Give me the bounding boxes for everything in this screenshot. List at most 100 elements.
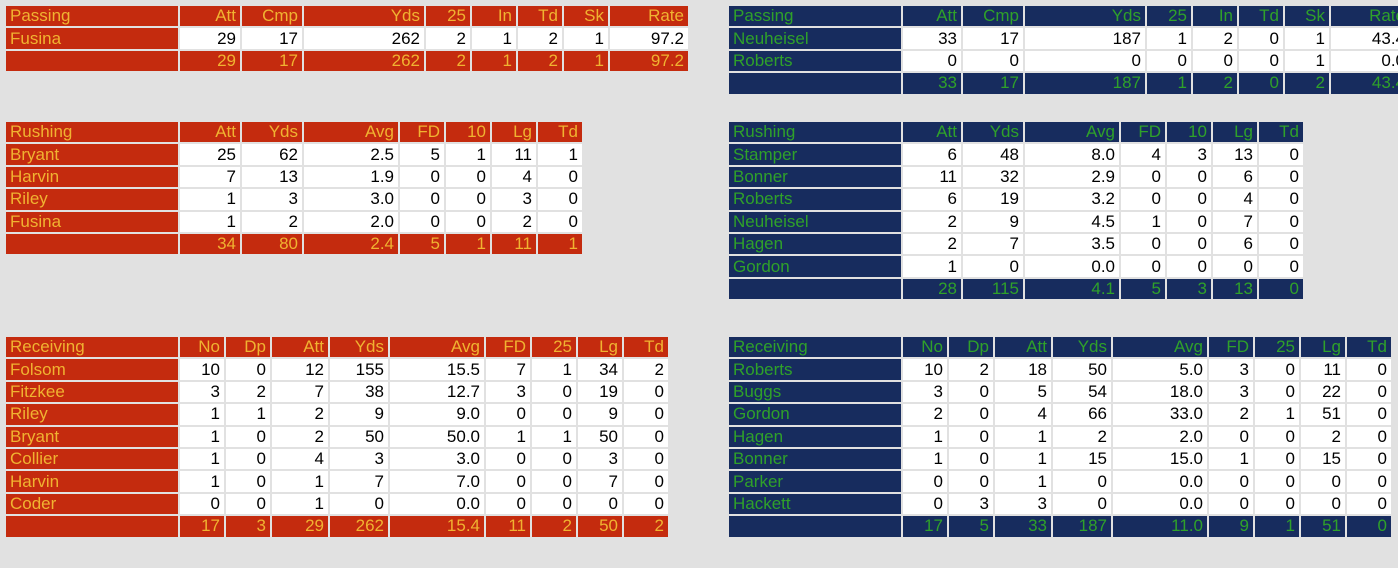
column-header: 10 [446, 122, 490, 143]
column-header: Yds [304, 6, 424, 27]
stat-cell: 1 [180, 448, 224, 470]
column-header: Rate [610, 6, 688, 27]
total-cell: 13 [1213, 278, 1257, 300]
player-row: Gordon 2 0 4 66 33.0 2 1 51 0 [729, 404, 1391, 425]
stat-cell: 2.0 [1113, 426, 1207, 447]
column-header: Dp [226, 337, 270, 358]
column-header: 10 [1167, 122, 1211, 143]
stat-cell: 0 [1167, 233, 1211, 255]
stat-cell: 13 [242, 166, 302, 188]
stat-cell: 0.0 [1113, 493, 1207, 515]
stat-cell: 1 [472, 28, 516, 49]
total-cell: 0 [1259, 278, 1303, 300]
stat-cell: 0 [400, 166, 444, 188]
header-row: Receiving No Dp Att Yds Avg FD 25 Lg Td [6, 337, 668, 358]
stat-cell: 1 [903, 256, 961, 277]
player-row: Folsom 10 0 12 155 15.5 7 1 34 2 [6, 359, 668, 380]
total-cell: 28 [903, 278, 961, 300]
column-header: Sk [1285, 6, 1329, 27]
stat-cell: 6 [903, 144, 961, 165]
stat-cell: 0 [903, 50, 961, 72]
total-cell: 1 [472, 50, 516, 72]
stat-cell: 1 [903, 426, 947, 447]
column-header: Avg [1025, 122, 1119, 143]
stat-cell: 3 [949, 493, 993, 515]
stat-cell: 1 [180, 404, 224, 425]
section-title: Passing [729, 6, 901, 27]
stat-cell: 15 [1053, 448, 1111, 470]
column-header: Avg [1113, 337, 1207, 358]
stat-cell: 7 [330, 471, 388, 492]
column-header: Yds [1025, 6, 1145, 27]
stat-cell: 0 [1213, 256, 1257, 277]
stat-cell: 0 [1259, 166, 1303, 188]
total-cell: 1 [564, 50, 608, 72]
stat-cell: 4 [995, 404, 1051, 425]
player-row: Bryant 25 62 2.5 5 1 11 1 [6, 144, 582, 165]
column-header: Yds [330, 337, 388, 358]
stat-cell: 0 [446, 189, 490, 210]
stat-cell: 1 [272, 471, 328, 492]
stat-cell: 7 [486, 359, 530, 380]
stat-cell: 0 [1239, 50, 1283, 72]
total-cell: 187 [1053, 516, 1111, 537]
stat-cell: 0 [903, 493, 947, 515]
column-header: Lg [578, 337, 622, 358]
stat-cell: 25 [180, 144, 240, 165]
player-name: Gordon [729, 404, 901, 425]
column-header: Att [180, 6, 240, 27]
total-cell: 29 [272, 516, 328, 537]
total-cell: 15.4 [390, 516, 484, 537]
totals-row: 17 3 29 262 15.4 11 2 50 2 [6, 516, 668, 537]
stat-cell: 9.0 [390, 404, 484, 425]
stat-cell: 1 [180, 426, 224, 447]
column-header: Lg [1213, 122, 1257, 143]
total-cell: 3 [226, 516, 270, 537]
total-cell: 5 [1121, 278, 1165, 300]
stat-cell: 0 [532, 381, 576, 403]
stat-cell: 0 [1193, 50, 1237, 72]
player-name: Buggs [729, 381, 901, 403]
stat-cell: 15.5 [390, 359, 484, 380]
stat-cell: 3.0 [390, 448, 484, 470]
stat-cell: 2 [272, 426, 328, 447]
stat-cell: 1 [180, 211, 240, 232]
total-cell: 43.4 [1331, 73, 1398, 94]
stat-cell: 19 [963, 189, 1023, 210]
stat-cell: 1 [995, 448, 1051, 470]
stat-cell: 17 [242, 28, 302, 49]
column-header: Td [538, 122, 582, 143]
stat-cell: 10 [903, 359, 947, 380]
team-b-receiving-table: Receiving No Dp Att Yds Avg FD 25 Lg Td Roberts 10 2… [727, 335, 1393, 539]
stat-cell: 3 [1209, 359, 1253, 380]
totals-row: 28 115 4.1 5 3 13 0 [729, 278, 1303, 300]
totals-row: 34 80 2.4 5 1 11 1 [6, 233, 582, 255]
stat-cell: 0 [624, 471, 668, 492]
stat-cell: 1 [180, 471, 224, 492]
stat-cell: 0 [1347, 448, 1391, 470]
stat-cell: 0 [1347, 359, 1391, 380]
stat-cell: 262 [304, 28, 424, 49]
player-name: Folsom [6, 359, 178, 380]
stat-cell: 0 [624, 426, 668, 447]
stat-cell: 22 [1301, 381, 1345, 403]
stat-cell: 4 [272, 448, 328, 470]
player-row: Gordon 1 0 0.0 0 0 0 0 [729, 256, 1303, 277]
stat-cell: 1 [1209, 448, 1253, 470]
player-name: Neuheisel [729, 211, 901, 232]
player-name: Fitzkee [6, 381, 178, 403]
stat-cell: 0 [486, 448, 530, 470]
column-header: Cmp [963, 6, 1023, 27]
stat-cell: 0 [400, 189, 444, 210]
stat-cell: 0 [963, 256, 1023, 277]
header-row: Rushing Att Yds Avg FD 10 Lg Td [729, 122, 1303, 143]
stat-cell: 0 [949, 448, 993, 470]
stat-cell: 5.0 [1113, 359, 1207, 380]
stat-cell: 0 [1121, 256, 1165, 277]
column-header: Sk [564, 6, 608, 27]
stat-cell: 1 [564, 28, 608, 49]
stat-cell: 2 [1301, 426, 1345, 447]
stat-cell: 2 [1209, 404, 1253, 425]
section-title: Rushing [729, 122, 901, 143]
